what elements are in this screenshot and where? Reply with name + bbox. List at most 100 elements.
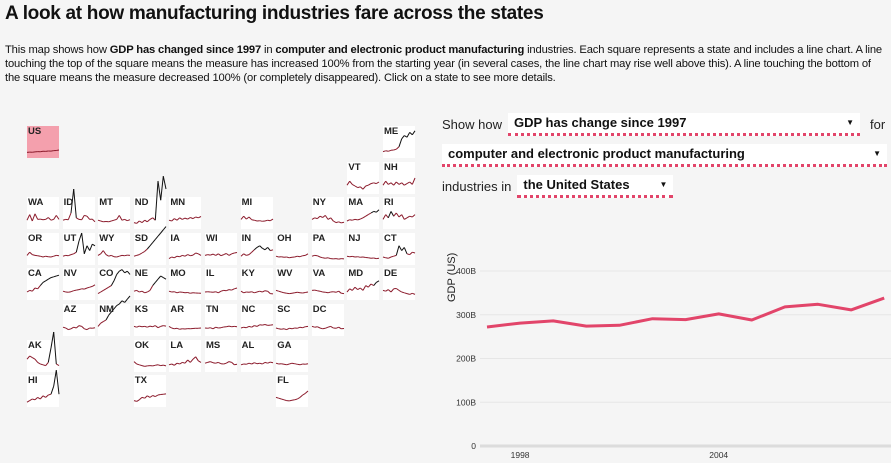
- sparkline-segment: [297, 255, 301, 257]
- state-tile-ak[interactable]: AK: [26, 331, 60, 372]
- state-tile-vt[interactable]: VT: [346, 161, 380, 194]
- state-tile-fl[interactable]: FL: [276, 375, 309, 408]
- triangle-down-icon: ▼: [659, 180, 668, 189]
- sparkline-segment: [111, 308, 115, 313]
- state-tile-tn[interactable]: TN: [204, 304, 238, 336]
- state-tile-la[interactable]: LA: [169, 339, 202, 372]
- sparkline-segment: [253, 325, 257, 327]
- state-tile-ar[interactable]: AR: [169, 304, 202, 336]
- state-tile-md[interactable]: MD: [347, 268, 380, 301]
- sparkline-segment: [305, 253, 309, 256]
- sparkline-segment: [207, 360, 211, 363]
- state-tile-de[interactable]: DE: [382, 268, 416, 301]
- sparkline-segment: [169, 219, 173, 222]
- state-tile-sd[interactable]: SD: [133, 226, 167, 265]
- state-tile-ny[interactable]: NY: [311, 197, 344, 230]
- state-tile-ne[interactable]: NE: [133, 268, 167, 301]
- state-tile-co[interactable]: CO: [97, 268, 131, 301]
- sparkline-segment: [116, 255, 120, 258]
- industry-select[interactable]: computer and electronic product manufact…: [442, 144, 887, 167]
- sparkline-segment: [267, 361, 271, 364]
- state-tile-hi[interactable]: HI: [26, 370, 60, 408]
- sparkline-segment: [404, 217, 408, 221]
- sparkline-segment: [324, 215, 329, 220]
- state-tile-id[interactable]: ID: [62, 189, 95, 230]
- sparkline-segment: [401, 182, 405, 186]
- sparkline-segment: [97, 253, 102, 256]
- state-tile-in[interactable]: IN: [240, 232, 273, 265]
- state-tile-oh[interactable]: OH: [276, 232, 309, 265]
- state-tile-wa[interactable]: WA: [26, 197, 60, 230]
- state-tile-wi[interactable]: WI: [204, 232, 238, 265]
- sparkline-segment: [215, 361, 219, 364]
- sparkline-segment: [152, 325, 156, 328]
- sparkline-segment: [220, 326, 224, 329]
- sparkline-segment: [393, 212, 397, 217]
- state-tile-mn[interactable]: MN: [169, 197, 202, 230]
- sparkline: [311, 325, 344, 330]
- sparkline-segment: [171, 256, 175, 259]
- state-tile-wy[interactable]: WY: [97, 232, 131, 265]
- sparkline-segment: [401, 214, 405, 220]
- sparkline-segment: [316, 326, 321, 329]
- state-tile-ms[interactable]: MS: [204, 339, 238, 372]
- for-label: for: [869, 117, 886, 132]
- sparkline-segment: [162, 226, 167, 230]
- sparkline-segment: [80, 326, 85, 330]
- state-tile-va[interactable]: VA: [311, 268, 344, 301]
- sparkline: [311, 289, 344, 295]
- state-tile-wv[interactable]: WV: [276, 268, 309, 301]
- state-tile-tx[interactable]: TX: [133, 375, 166, 408]
- sparkline-segment: [29, 290, 33, 293]
- state-tile-us[interactable]: US: [26, 126, 60, 158]
- state-tile-il[interactable]: IL: [204, 268, 238, 301]
- state-tile-ri[interactable]: RI: [382, 197, 416, 230]
- state-tile-ky[interactable]: KY: [240, 268, 273, 301]
- state-tile-nc[interactable]: NC: [240, 304, 273, 336]
- sparkline-segment: [335, 326, 339, 329]
- sparkline-segment: [409, 215, 413, 218]
- sparkline-segment: [266, 246, 271, 251]
- state-tile-sc[interactable]: SC: [276, 304, 309, 336]
- state-tile-pa[interactable]: PA: [311, 232, 344, 265]
- state-tile-ks[interactable]: KS: [133, 304, 166, 336]
- state-tile-nh[interactable]: NH: [382, 161, 416, 194]
- sparkline-segment: [347, 255, 351, 257]
- sparkline-segment: [231, 288, 235, 291]
- sparkline-segment: [26, 290, 30, 293]
- sparkline-segment: [179, 361, 183, 365]
- state-tile-nj[interactable]: NJ: [347, 232, 380, 265]
- state-tile-dc[interactable]: DC: [311, 304, 344, 336]
- sparkline-segment: [363, 185, 367, 190]
- sparkline-segment: [86, 287, 90, 289]
- state-tile-ma[interactable]: MA: [347, 197, 380, 230]
- state-tile-nm[interactable]: NM: [97, 295, 131, 336]
- state-tile-ok[interactable]: OK: [133, 339, 166, 372]
- sparkline-segment: [385, 257, 389, 259]
- state-tile-me[interactable]: ME: [382, 126, 416, 158]
- region-select[interactable]: the United States ▼: [517, 175, 674, 198]
- state-tile-nv[interactable]: NV: [62, 268, 95, 301]
- measure-select[interactable]: GDP has change since 1997 ▼: [507, 113, 860, 136]
- state-tile-ga[interactable]: GA: [276, 339, 309, 372]
- state-tile-or[interactable]: OR: [26, 232, 60, 265]
- sparkline-segment: [286, 363, 290, 365]
- state-tile-mo[interactable]: MO: [169, 268, 202, 301]
- intro-text: in: [261, 44, 276, 56]
- state-tile-ia[interactable]: IA: [169, 232, 202, 265]
- sparkline-segment: [340, 221, 344, 224]
- state-tile-mi[interactable]: MI: [240, 197, 273, 230]
- sparkline-segment: [338, 326, 342, 330]
- state-tile-ca[interactable]: CA: [26, 268, 60, 301]
- sparkline-segment: [382, 180, 387, 186]
- state-tile-nd[interactable]: ND: [133, 176, 167, 230]
- sparkline-segment: [234, 287, 238, 290]
- state-tile-mt[interactable]: MT: [98, 197, 131, 230]
- state-tile-az[interactable]: AZ: [62, 304, 95, 336]
- state-tile-ut[interactable]: UT: [62, 232, 95, 265]
- state-tile-ct[interactable]: CT: [382, 232, 416, 265]
- state-tile-al[interactable]: AL: [240, 339, 273, 372]
- sparkline-segment: [251, 361, 255, 365]
- x-tick-label: 2004: [709, 450, 728, 460]
- sparkline-segment: [67, 291, 71, 294]
